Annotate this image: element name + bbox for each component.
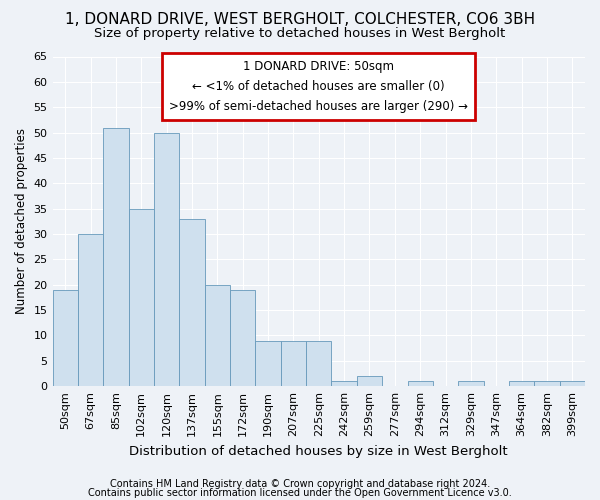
- Bar: [103, 128, 128, 386]
- Bar: [179, 219, 205, 386]
- Bar: [306, 340, 331, 386]
- Text: 1 DONARD DRIVE: 50sqm
← <1% of detached houses are smaller (0)
>99% of semi-deta: 1 DONARD DRIVE: 50sqm ← <1% of detached …: [169, 60, 468, 113]
- X-axis label: Distribution of detached houses by size in West Bergholt: Distribution of detached houses by size …: [130, 444, 508, 458]
- Text: Contains public sector information licensed under the Open Government Licence v3: Contains public sector information licen…: [88, 488, 512, 498]
- Bar: [534, 381, 560, 386]
- Bar: [256, 340, 281, 386]
- Bar: [154, 132, 179, 386]
- Text: Contains HM Land Registry data © Crown copyright and database right 2024.: Contains HM Land Registry data © Crown c…: [110, 479, 490, 489]
- Bar: [230, 290, 256, 386]
- Bar: [560, 381, 585, 386]
- Bar: [509, 381, 534, 386]
- Bar: [78, 234, 103, 386]
- Bar: [128, 208, 154, 386]
- Bar: [281, 340, 306, 386]
- Text: Size of property relative to detached houses in West Bergholt: Size of property relative to detached ho…: [94, 28, 506, 40]
- Bar: [53, 290, 78, 386]
- Bar: [407, 381, 433, 386]
- Bar: [357, 376, 382, 386]
- Bar: [331, 381, 357, 386]
- Bar: [458, 381, 484, 386]
- Text: 1, DONARD DRIVE, WEST BERGHOLT, COLCHESTER, CO6 3BH: 1, DONARD DRIVE, WEST BERGHOLT, COLCHEST…: [65, 12, 535, 28]
- Y-axis label: Number of detached properties: Number of detached properties: [15, 128, 28, 314]
- Bar: [205, 284, 230, 386]
